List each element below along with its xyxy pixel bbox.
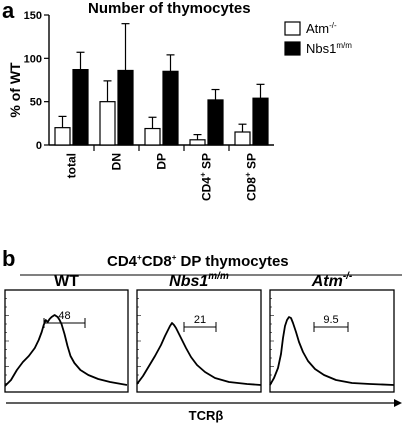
chart-title: Number of thymocytes <box>88 0 251 17</box>
category-label-2: DP <box>155 153 169 170</box>
legend-label-nbs1: Nbs1m/m <box>306 41 352 56</box>
histogram-curve <box>269 316 395 386</box>
bar-nbs1-1 <box>117 69 134 146</box>
bar-nbs1-2 <box>162 70 179 146</box>
gate-value: 9.5 <box>323 314 338 326</box>
y-tick-label: 50 <box>30 97 42 109</box>
histogram-1: 21 Nbs1m/m <box>136 271 262 393</box>
category-label-3: CD4+ SP <box>199 153 214 201</box>
y-axis-label: % of WT <box>7 62 23 118</box>
bar-atm-0 <box>54 127 71 146</box>
tcr-axis-label: TCRβ <box>189 408 224 423</box>
histogram-title: WT <box>54 273 79 290</box>
category-label-0: total <box>65 153 79 178</box>
y-tick-label: 0 <box>36 140 42 152</box>
histogram-frame <box>269 289 395 393</box>
bar-nbs1-3 <box>207 99 224 146</box>
bar-nbs1-0 <box>72 68 89 146</box>
y-tick-label: 100 <box>24 53 42 65</box>
bar-atm-2 <box>144 127 161 146</box>
panel-b-title: CD4+CD8+ DP thymocytes <box>107 253 289 270</box>
legend-swatch-nbs1 <box>284 41 301 56</box>
legend: Atm-/- Nbs1m/m <box>284 21 352 56</box>
gate-value: 48 <box>58 310 70 322</box>
category-label-4: CD8+ SP <box>244 153 259 201</box>
bar-atm-4 <box>234 131 251 146</box>
y-tick-label: 150 <box>24 10 42 22</box>
histogram-row: 48 WT 21 Nbs1m/m 9.5 Atm-/- <box>4 271 395 393</box>
category-label-1: DN <box>110 153 124 170</box>
histogram-frame <box>136 289 262 393</box>
tcr-axis-arrowhead <box>394 399 402 407</box>
legend-swatch-atm <box>284 21 301 36</box>
bar-atm-1 <box>99 101 116 146</box>
histogram-title: Atm-/- <box>311 271 353 290</box>
bar-atm-3 <box>189 139 206 146</box>
histogram-0: 48 WT <box>4 273 129 393</box>
bar-chart: 0 50 100 150 total DN DP CD4+ SP CD8+ SP <box>24 10 274 201</box>
bar-nbs1-4 <box>252 97 269 146</box>
gate-value: 21 <box>194 314 206 326</box>
histogram-curve <box>136 322 262 386</box>
histogram-2: 9.5 Atm-/- <box>269 271 395 393</box>
legend-label-atm: Atm-/- <box>306 21 337 36</box>
histogram-curve <box>4 314 128 387</box>
panel-b-letter: b <box>2 246 15 271</box>
histogram-title: Nbs1m/m <box>169 271 229 290</box>
panel-a-letter: a <box>2 0 15 23</box>
